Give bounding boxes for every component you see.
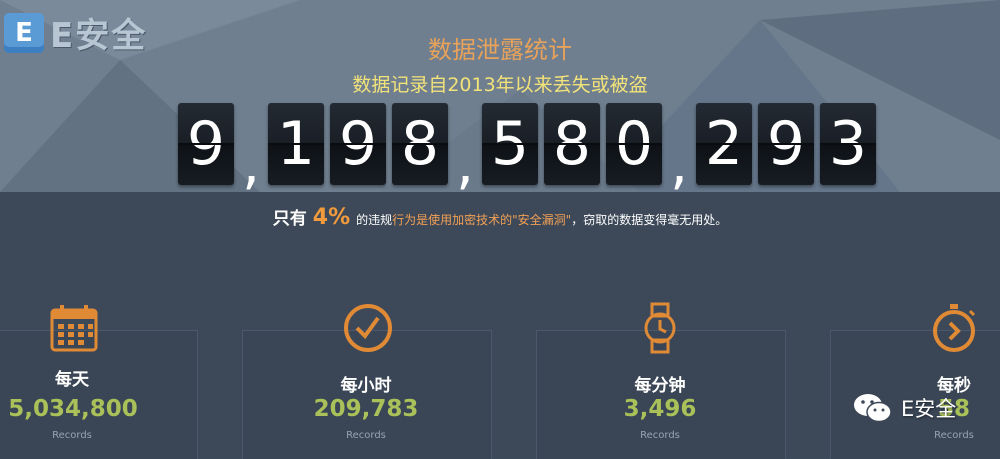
stat-card-per-second (830, 330, 1000, 459)
stat-value-per-second: 58 (937, 396, 970, 422)
note-highlight: 行为是使用加密技术的"安全漏洞" (392, 213, 572, 227)
logo-badge: E (4, 12, 44, 53)
calendar-icon (50, 305, 98, 352)
counter-digit: 8 (544, 103, 600, 185)
stat-card-per-day (0, 330, 198, 459)
counter-digit: 9 (178, 103, 234, 185)
stat-value-per-hour: 209,783 (313, 396, 419, 422)
watermark-text: E安全 (901, 397, 957, 421)
stat-card-per-minute (536, 330, 786, 459)
counter-digit: 1 (268, 103, 324, 185)
counter-separator: , (242, 132, 260, 197)
counter-digit: 0 (606, 103, 662, 185)
counter-digit: 3 (820, 103, 876, 185)
records-counter: 9 , 1 9 8 , 5 8 0 , 2 9 3 (178, 103, 882, 197)
stat-unit-per-second: Records (934, 430, 974, 441)
page-title: 数据泄露统计 (428, 36, 572, 64)
stat-label-per-minute: 每分钟 (634, 376, 686, 396)
stat-value-per-minute: 3,496 (623, 396, 697, 422)
encryption-note: 只有 4% 的违规行为是使用加密技术的"安全漏洞"，窃取的数据变得毫无用处。 (0, 204, 1000, 230)
note-percent: 4% (312, 205, 351, 230)
logo-text: E安全 (50, 16, 148, 56)
counter-digit: 8 (392, 103, 448, 185)
wechat-icon (854, 394, 892, 423)
note-suffix: ，窃取的数据变得毫无用处。 (571, 213, 728, 227)
stat-label-per-day: 每天 (55, 370, 89, 390)
stopwatch-icon (933, 304, 976, 352)
counter-separator: , (456, 132, 474, 197)
stat-label-per-second: 每秒 (937, 376, 971, 396)
clock-icon (344, 304, 392, 352)
stat-label-per-hour: 每小时 (340, 376, 392, 396)
note-prefix: 只有 (272, 209, 307, 229)
stat-unit-per-minute: Records (640, 430, 680, 441)
stat-unit-per-day: Records (52, 430, 92, 441)
stat-value-per-day: 5,034,800 (8, 396, 138, 422)
page-subtitle: 数据记录自2013年以来丢失或被盗 (352, 74, 648, 96)
logo: E E安全 (4, 8, 147, 57)
stat-unit-per-hour: Records (346, 430, 386, 441)
note-middle: 的违规 (356, 213, 393, 227)
counter-digit: 9 (758, 103, 814, 185)
counter-separator: , (670, 132, 688, 197)
watch-icon (644, 302, 676, 354)
counter-digit: 2 (696, 103, 752, 185)
counter-digit: 9 (330, 103, 386, 185)
counter-digit: 5 (482, 103, 538, 185)
wechat-watermark: E安全 (853, 392, 956, 424)
